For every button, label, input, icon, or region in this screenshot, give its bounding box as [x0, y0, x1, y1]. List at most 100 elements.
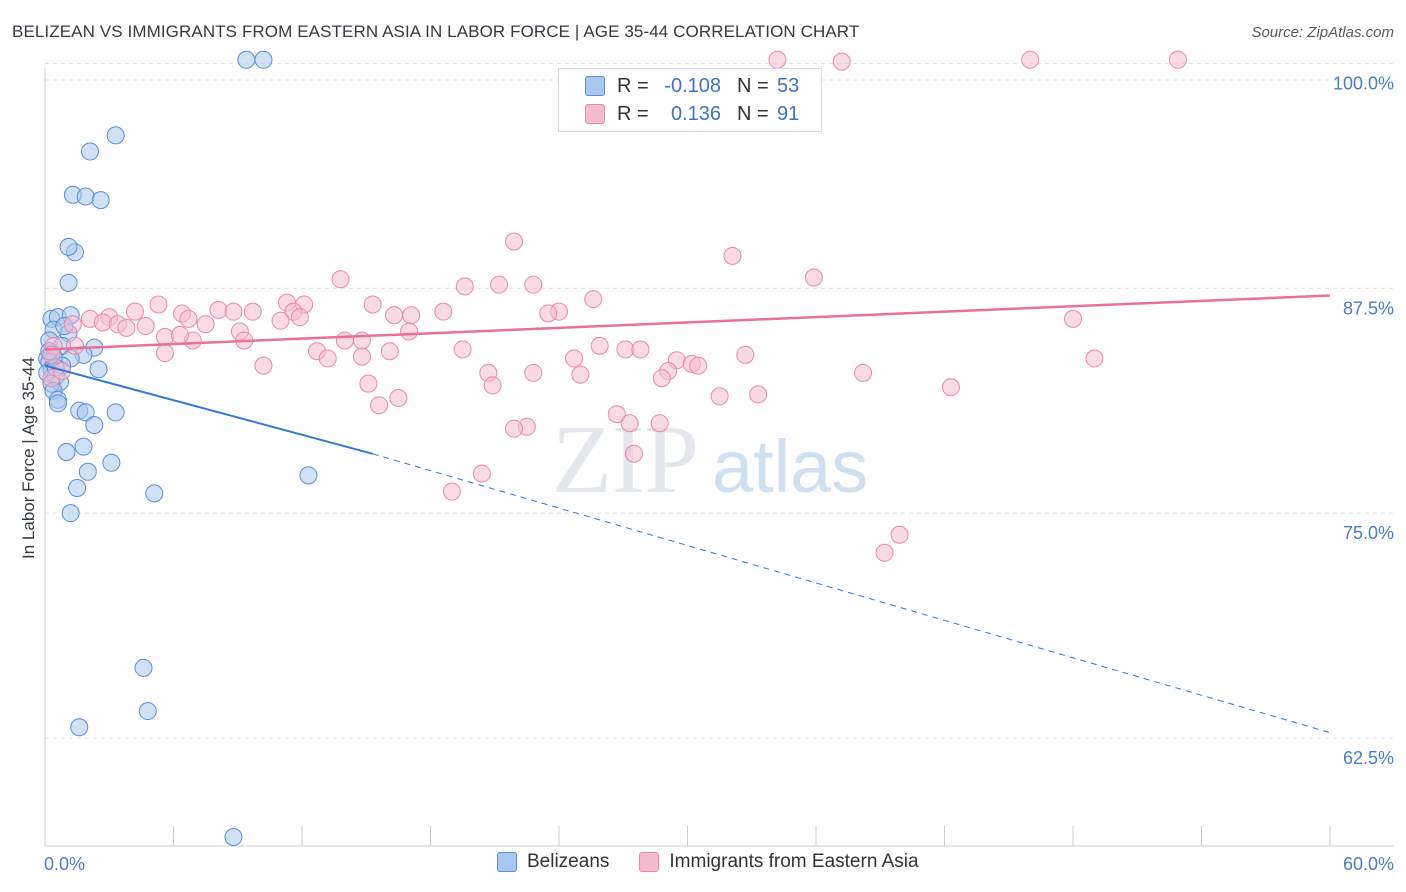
data-point-eastern-asia: [768, 50, 787, 69]
data-point-eastern-asia: [710, 387, 729, 406]
data-point-eastern-asia: [170, 326, 189, 345]
legend-row-eastern-asia: R = 0.136 N = 91: [559, 100, 817, 128]
y-tick-label: 87.5%: [1343, 298, 1394, 318]
data-point-belizean: [68, 478, 87, 497]
data-point-belizean: [237, 50, 256, 69]
y-tick-label: 100.0%: [1333, 73, 1394, 93]
data-point-eastern-asia: [352, 331, 371, 350]
legend-r-value: -0.108: [664, 74, 721, 97]
data-point-eastern-asia: [434, 302, 453, 321]
data-point-eastern-asia: [136, 317, 155, 336]
series-eastern-asia: [42, 50, 1187, 562]
data-point-eastern-asia: [689, 356, 708, 375]
data-point-eastern-asia: [380, 342, 399, 361]
legend-n-value: 53: [777, 74, 800, 97]
bottom-legend-label-belizeans: Belizeans: [527, 851, 610, 872]
trend-line-eastern-asia: [44, 294, 1331, 351]
data-point-belizean: [145, 484, 164, 503]
data-point-belizean: [106, 126, 125, 145]
data-point-eastern-asia: [93, 313, 112, 332]
legend-r-label: R =: [617, 74, 649, 97]
data-point-belizean: [299, 466, 318, 485]
data-point-eastern-asia: [155, 344, 174, 363]
data-point-eastern-asia: [584, 290, 603, 309]
chart-source: Source: ZipAtlas.com: [1251, 24, 1394, 41]
legend-swatch-blue: [585, 76, 605, 96]
data-point-eastern-asia: [832, 52, 851, 71]
data-point-belizean: [76, 403, 95, 422]
bottom-legend-swatch-blue: [497, 852, 517, 872]
bottom-legend-eastern-asia: Immigrants from Eastern Asia: [639, 851, 919, 873]
data-point-belizean: [106, 403, 125, 422]
data-point-belizean: [78, 462, 97, 481]
data-point-eastern-asia: [652, 369, 671, 388]
data-point-eastern-asia: [1085, 349, 1104, 368]
watermark-atlas: atlas: [712, 425, 868, 508]
data-point-eastern-asia: [1021, 50, 1040, 69]
data-point-eastern-asia: [453, 340, 472, 359]
legend-r-label: R =: [617, 102, 649, 125]
data-point-belizean: [138, 702, 157, 721]
data-point-eastern-asia: [590, 336, 609, 355]
x-tick-label: 0.0%: [44, 854, 85, 874]
data-point-belizean: [85, 416, 104, 435]
data-point-eastern-asia: [65, 336, 84, 355]
data-point-eastern-asia: [749, 385, 768, 404]
data-point-eastern-asia: [723, 246, 742, 265]
bottom-legend-belizeans: Belizeans: [497, 851, 609, 873]
data-point-eastern-asia: [455, 277, 474, 296]
data-point-eastern-asia: [620, 414, 639, 433]
data-point-eastern-asia: [117, 318, 136, 337]
data-point-eastern-asia: [196, 315, 215, 334]
data-point-eastern-asia: [243, 302, 262, 321]
data-point-eastern-asia: [63, 315, 82, 334]
data-point-eastern-asia: [616, 340, 635, 359]
data-point-eastern-asia: [125, 302, 144, 321]
data-point-eastern-asia: [1064, 309, 1082, 328]
bottom-legend: Belizeans Immigrants from Eastern Asia: [497, 851, 949, 873]
data-point-eastern-asia: [224, 302, 243, 321]
data-point-eastern-asia: [370, 396, 389, 415]
data-point-eastern-asia: [318, 349, 337, 368]
data-point-belizean: [80, 142, 99, 161]
legend-n-label: N =: [737, 74, 769, 97]
data-point-belizean: [254, 50, 273, 69]
legend-n-value: 91: [777, 102, 800, 125]
data-point-belizean: [134, 658, 153, 677]
data-point-belizean: [48, 394, 67, 413]
data-point-eastern-asia: [400, 322, 419, 341]
data-point-eastern-asia: [359, 374, 378, 393]
data-point-belizean: [89, 360, 108, 379]
data-point-belizean: [74, 437, 93, 456]
data-point-eastern-asia: [607, 405, 626, 424]
data-point-belizean: [224, 828, 243, 847]
data-point-eastern-asia: [564, 349, 583, 368]
data-point-eastern-asia: [483, 376, 502, 395]
watermark: ZIP atlas: [552, 406, 868, 514]
data-point-eastern-asia: [890, 525, 909, 544]
data-point-eastern-asia: [402, 306, 421, 325]
data-point-eastern-asia: [490, 275, 509, 294]
legend-row-belizeans: R = -0.108 N = 53: [559, 72, 817, 100]
x-tick-label: 60.0%: [1343, 854, 1394, 874]
data-point-eastern-asia: [941, 378, 960, 397]
data-point-eastern-asia: [736, 345, 755, 364]
data-point-belizean: [61, 504, 80, 523]
chart-title: BELIZEAN VS IMMIGRANTS FROM EASTERN ASIA…: [12, 22, 860, 41]
data-point-eastern-asia: [631, 340, 650, 359]
legend-r-value: 0.136: [670, 102, 721, 125]
trend-lines: [44, 294, 1331, 734]
data-point-eastern-asia: [149, 295, 168, 314]
data-point-eastern-asia: [363, 295, 382, 314]
data-point-eastern-asia: [335, 331, 354, 350]
data-point-eastern-asia: [352, 347, 371, 366]
data-point-eastern-asia: [571, 365, 590, 384]
data-point-eastern-asia: [472, 464, 491, 483]
data-point-eastern-asia: [505, 232, 524, 251]
data-point-belizean: [102, 453, 121, 472]
data-point-belizean: [91, 191, 110, 210]
y-tick-label: 75.0%: [1343, 523, 1394, 543]
data-point-eastern-asia: [389, 389, 408, 408]
data-point-eastern-asia: [331, 270, 350, 289]
data-point-eastern-asia: [804, 268, 823, 287]
